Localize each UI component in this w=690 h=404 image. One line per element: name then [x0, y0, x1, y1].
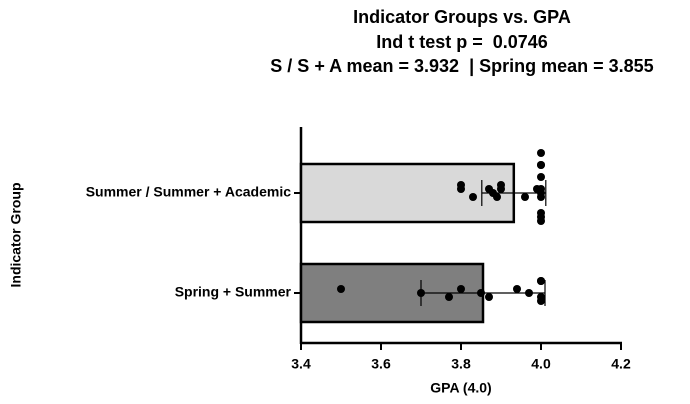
- data-point: [337, 285, 345, 293]
- data-point: [485, 293, 493, 301]
- data-point: [469, 193, 477, 201]
- x-tick-label: 4.0: [531, 356, 551, 372]
- data-point: [513, 285, 521, 293]
- data-point: [477, 289, 485, 297]
- x-tick-label: 3.6: [371, 356, 391, 372]
- chart-title: Indicator Groups vs. GPA: [353, 7, 571, 27]
- data-point: [521, 193, 529, 201]
- data-point: [445, 293, 453, 301]
- data-point: [457, 285, 465, 293]
- data-point: [537, 193, 545, 201]
- data-point: [457, 181, 465, 189]
- data-point: [537, 173, 545, 181]
- y-axis-label: Indicator Group: [8, 183, 24, 288]
- data-point: [537, 297, 545, 305]
- data-point: [537, 161, 545, 169]
- data-point: [537, 277, 545, 285]
- chart-subtitle: Ind t test p = 0.0746: [376, 32, 548, 52]
- data-point: [417, 289, 425, 297]
- y-tick-label: Summer / Summer + Academic: [86, 184, 292, 200]
- data-point: [497, 181, 505, 189]
- data-point: [537, 149, 545, 157]
- x-tick-label: 4.2: [611, 356, 631, 372]
- x-axis-label: GPA (4.0): [430, 380, 491, 396]
- data-point: [537, 217, 545, 225]
- data-point: [493, 193, 501, 201]
- bar: [299, 162, 516, 224]
- y-tick-label: Spring + Summer: [175, 284, 292, 300]
- data-point: [525, 289, 533, 297]
- x-tick-label: 3.4: [291, 356, 311, 372]
- data-point: [537, 185, 545, 193]
- x-tick-label: 3.8: [451, 356, 471, 372]
- chart-subtitle: S / S + A mean = 3.932 | Spring mean = 3…: [270, 56, 653, 76]
